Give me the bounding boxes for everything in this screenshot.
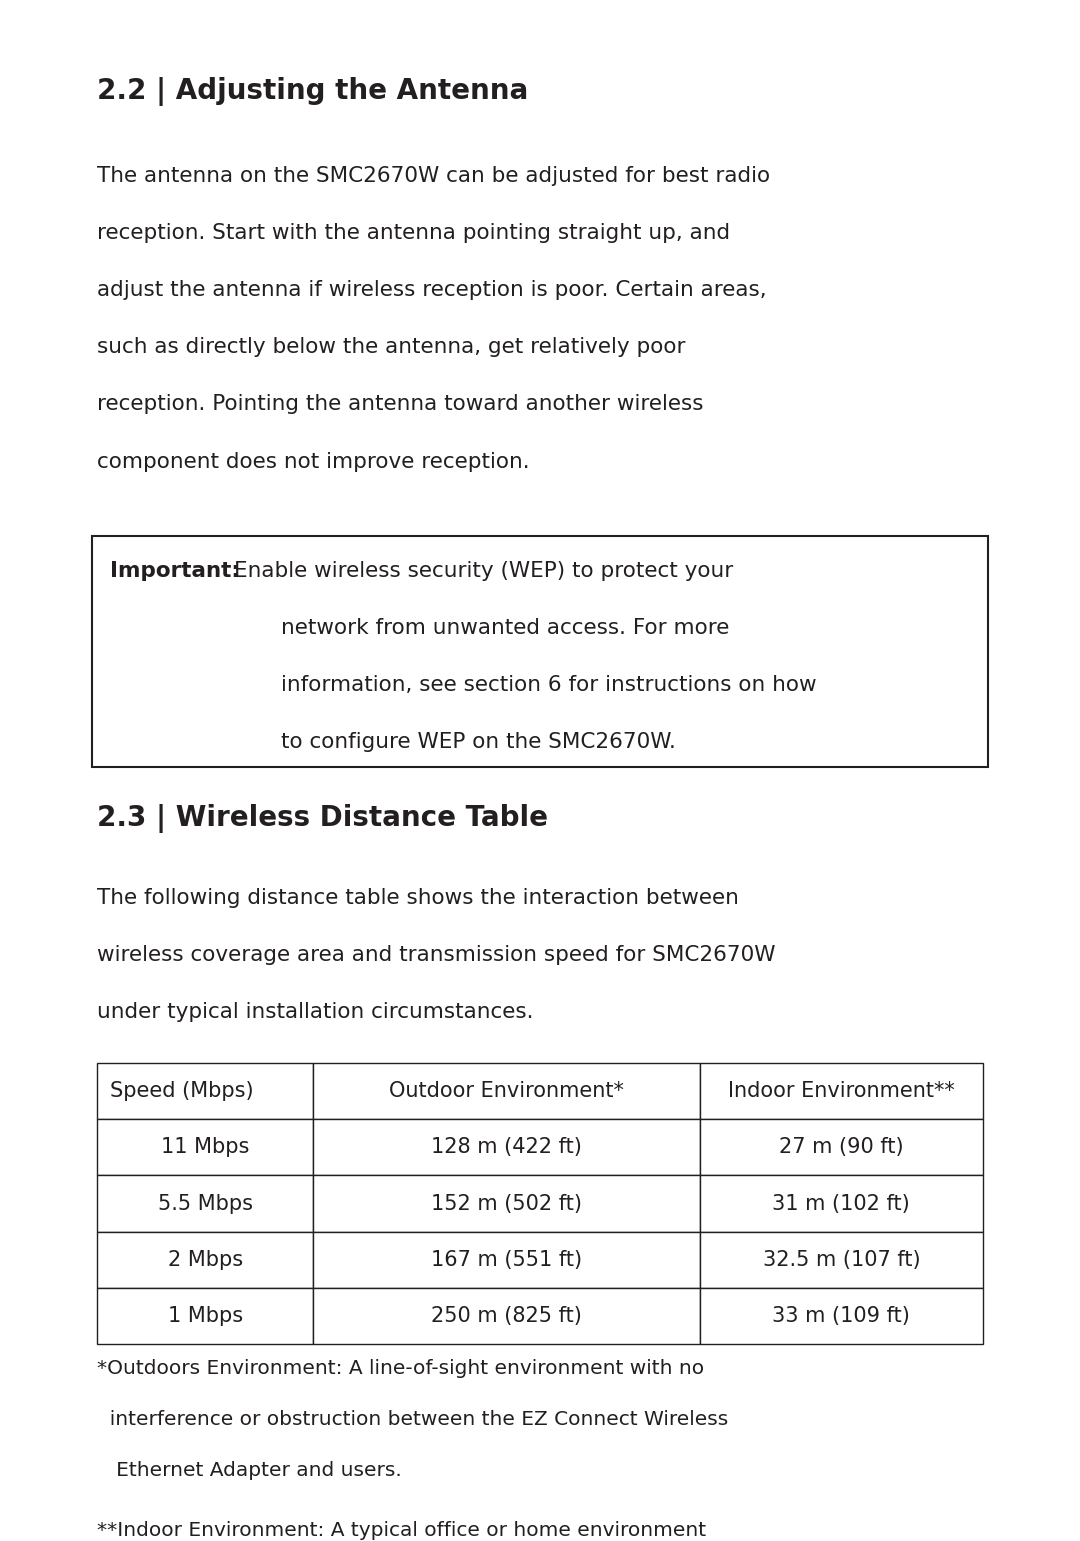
Text: 32.5 m (107 ft): 32.5 m (107 ft) [762,1250,920,1270]
Text: information, see section 6 for instructions on how: information, see section 6 for instructi… [281,675,816,695]
FancyBboxPatch shape [97,1231,313,1288]
FancyBboxPatch shape [700,1063,983,1119]
Text: to configure WEP on the SMC2670W.: to configure WEP on the SMC2670W. [281,732,676,752]
Text: 128 m (422 ft): 128 m (422 ft) [431,1137,582,1157]
FancyBboxPatch shape [313,1119,700,1176]
Text: 27 m (90 ft): 27 m (90 ft) [779,1137,904,1157]
Text: wireless coverage area and transmission speed for SMC2670W: wireless coverage area and transmission … [97,945,775,965]
FancyBboxPatch shape [92,536,988,767]
Text: 250 m (825 ft): 250 m (825 ft) [431,1305,582,1325]
FancyBboxPatch shape [97,1176,313,1231]
Text: 2.2 | Adjusting the Antenna: 2.2 | Adjusting the Antenna [97,77,528,106]
Text: Ethernet Adapter and users.: Ethernet Adapter and users. [97,1461,402,1479]
Text: under typical installation circumstances.: under typical installation circumstances… [97,1002,534,1022]
FancyBboxPatch shape [700,1176,983,1231]
Text: **Indoor Environment: A typical office or home environment: **Indoor Environment: A typical office o… [97,1521,706,1539]
Text: 2 Mbps: 2 Mbps [167,1250,243,1270]
FancyBboxPatch shape [700,1119,983,1176]
Text: Indoor Environment**: Indoor Environment** [728,1082,955,1102]
Text: 33 m (109 ft): 33 m (109 ft) [772,1305,910,1325]
FancyBboxPatch shape [313,1231,700,1288]
Text: reception. Pointing the antenna toward another wireless: reception. Pointing the antenna toward a… [97,394,704,415]
Text: adjust the antenna if wireless reception is poor. Certain areas,: adjust the antenna if wireless reception… [97,280,767,300]
FancyBboxPatch shape [313,1063,700,1119]
Text: 11 Mbps: 11 Mbps [161,1137,249,1157]
Text: such as directly below the antenna, get relatively poor: such as directly below the antenna, get … [97,337,686,358]
Text: network from unwanted access. For more: network from unwanted access. For more [281,618,729,638]
FancyBboxPatch shape [97,1119,313,1176]
Text: Outdoor Environment*: Outdoor Environment* [389,1082,624,1102]
FancyBboxPatch shape [700,1288,983,1344]
FancyBboxPatch shape [97,1063,313,1119]
Text: Enable wireless security (WEP) to protect your: Enable wireless security (WEP) to protec… [234,561,733,581]
Text: 31 m (102 ft): 31 m (102 ft) [772,1194,910,1213]
FancyBboxPatch shape [97,1288,313,1344]
Text: 167 m (551 ft): 167 m (551 ft) [431,1250,582,1270]
Text: 2.3 | Wireless Distance Table: 2.3 | Wireless Distance Table [97,804,549,834]
FancyBboxPatch shape [313,1288,700,1344]
Text: The antenna on the SMC2670W can be adjusted for best radio: The antenna on the SMC2670W can be adjus… [97,166,770,186]
Text: 5.5 Mbps: 5.5 Mbps [158,1194,253,1213]
Text: *Outdoors Environment: A line-of-sight environment with no: *Outdoors Environment: A line-of-sight e… [97,1359,704,1378]
Text: reception. Start with the antenna pointing straight up, and: reception. Start with the antenna pointi… [97,223,730,243]
Text: 152 m (502 ft): 152 m (502 ft) [431,1194,582,1213]
Text: Important:: Important: [110,561,240,581]
Text: 1 Mbps: 1 Mbps [167,1305,243,1325]
Text: interference or obstruction between the EZ Connect Wireless: interference or obstruction between the … [97,1410,728,1429]
FancyBboxPatch shape [700,1231,983,1288]
Text: component does not improve reception.: component does not improve reception. [97,452,530,472]
Text: Speed (Mbps): Speed (Mbps) [110,1082,254,1102]
Text: The following distance table shows the interaction between: The following distance table shows the i… [97,888,739,908]
FancyBboxPatch shape [313,1176,700,1231]
